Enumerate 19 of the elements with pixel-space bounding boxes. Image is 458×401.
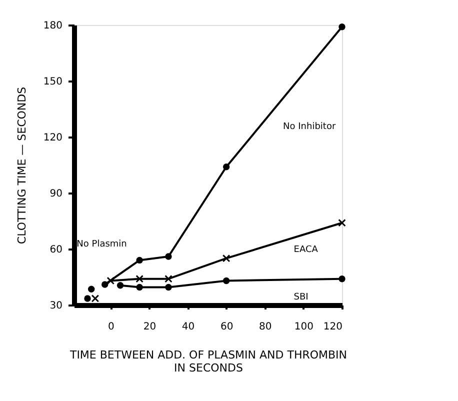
y-axis-title: CLOTTING TIME — SECONDS: [15, 86, 28, 244]
y-tick-label: 150: [43, 76, 62, 88]
x-tick-label: 20: [143, 322, 156, 332]
x-tick-label: 100: [294, 322, 314, 332]
series-label: EACA: [294, 245, 319, 255]
x-tick-label: 0: [108, 322, 114, 332]
y-tick-label: 60: [50, 244, 62, 256]
x-tick-label: 60: [220, 322, 234, 332]
y-tick-label: 180: [43, 20, 62, 32]
series-label: SBI: [294, 292, 308, 303]
y-tick-label: 90: [50, 188, 62, 200]
series-label: No Inhibitor: [283, 122, 336, 132]
x-axis-title: TIME BETWEEN ADD. OF PLASMIN AND THROMBIN IN SECONDS: [68, 348, 348, 374]
x-tick-label: 40: [182, 322, 195, 332]
x-tick-label: 120: [323, 322, 342, 332]
annotation: No Plasmin: [76, 239, 127, 250]
y-tick-label: 120: [43, 132, 62, 144]
y-tick-label: 30: [50, 300, 62, 312]
x-tick-label: 80: [259, 322, 272, 332]
